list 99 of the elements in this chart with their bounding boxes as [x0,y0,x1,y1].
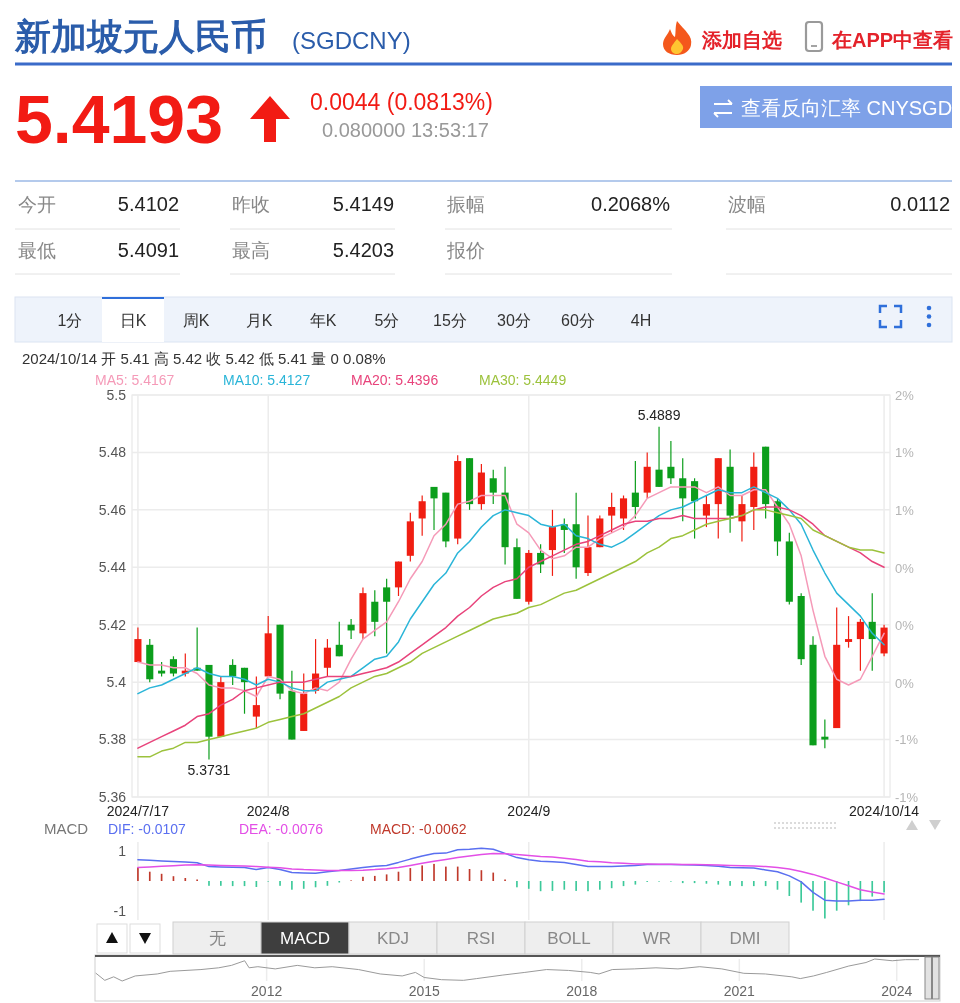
text: 今开 [18,194,56,215]
text: DMI [729,929,761,948]
text: KDJ [376,929,410,948]
text: MA10: 5.4127 [223,372,311,388]
text: 最低 [18,240,56,261]
text: 报价 [446,240,485,261]
text: MACD [279,929,331,948]
candlestick [252,675,260,729]
candlestick [383,578,391,655]
text: 0.080000 13:53:17 [322,119,489,141]
text: MACD: -0.0062 [370,821,467,837]
y-tick-label: 5.46 [98,501,127,518]
chart-subtitle: 2024/10/14 开 5.41 高 5.42 收 5.42 低 5.41 量 0 0.08% [22,350,386,367]
text: 最高 [232,240,270,261]
candlestick [548,509,557,577]
text: 昨收 [232,194,270,215]
text: BOLL [547,929,591,948]
candlestick [738,494,746,543]
candlestick [430,486,438,531]
text: 0.0112 [890,193,950,215]
text: 4H [630,312,652,329]
text: 5.4091 [117,239,179,261]
y-tick-label: 5.36 [98,788,127,805]
y2-tick-label: 2% [895,387,915,403]
text: 0.0044 (0.0813%) [310,89,493,115]
y-tick-label: 5.4 [106,674,127,691]
y2-tick-label: 0% [895,675,915,691]
text: 波幅 [728,194,766,215]
text: 5.4102 [117,193,179,215]
x-tick-label: 2015 [408,983,440,999]
text: 5.4203 [332,239,394,261]
y-tick-label: 5.38 [98,731,127,748]
text: (SGDCNY) [292,27,411,54]
x-tick-label: 2024 [881,983,913,999]
candlestick [489,469,497,505]
text: RSI [466,929,496,948]
text: WR [642,929,672,948]
candlestick [371,589,379,637]
x-tick-label: 2024/9 [507,803,551,819]
text: 15分 [433,312,467,329]
text: 周K [182,312,210,329]
x-tick-label: 2024/10/14 [849,803,920,819]
text: DEA: -0.0076 [239,821,324,837]
candlestick [821,718,829,749]
x-tick-label: 2024/8 [246,803,290,819]
y2-tick-label: 0% [895,618,915,634]
text: 添加自选 [701,29,782,51]
text: 1分 [57,312,83,329]
y-tick-label: 5.42 [98,616,127,633]
text: 在APP中查看 [831,29,954,51]
y-tick-label: 5.48 [98,444,127,461]
text: MA20: 5.4396 [351,372,439,388]
x-tick-label: 2018 [566,983,598,999]
candlestick [655,426,663,488]
y2-tick-label: 1% [895,445,915,461]
candlestick [134,626,142,663]
candlestick [631,460,639,520]
x-tick-label: 2021 [723,983,756,999]
text: 0.2068% [591,193,671,215]
text: MA30: 5.4449 [479,372,567,388]
y-tick-label: -1 [113,902,127,919]
candlestick [335,621,343,657]
candlestick [702,494,710,528]
candlestick [323,638,331,677]
text: 30分 [497,312,531,329]
candlestick [229,658,237,686]
text: 60分 [561,312,595,329]
y2-tick-label: -1% [895,789,919,805]
x-tick-label: 2024/7/17 [106,803,170,819]
text: 无 [208,929,226,948]
line-series [137,847,885,902]
candlestick [856,618,864,672]
text: 5.4149 [332,193,394,215]
x-tick-label: 2012 [251,983,283,999]
text: MA5: 5.4167 [95,372,175,388]
y2-tick-label: 1% [895,502,915,518]
candlestick [619,494,628,531]
annotation: 5.4889 [637,406,681,423]
text: 日K [119,312,147,329]
candlestick [608,492,616,534]
text: 5分 [374,312,400,329]
text: 查看反向汇率 CNYSGD [741,97,953,119]
text: 新加坡元人民币 [14,16,267,57]
chart-title: MACD [44,820,89,837]
line-series [137,852,885,895]
candlestick [844,615,853,649]
candlestick [418,494,426,537]
annotation: 5.3731 [187,762,231,779]
series-label: DIF: -0.0107 [108,821,187,837]
y-tick-label: 5.5 [106,386,127,403]
text: 振幅 [447,194,485,215]
text: 年K [309,312,337,329]
text: 5.4193 [15,81,223,157]
y2-tick-label: 0% [895,560,915,576]
y2-tick-label: -1% [895,731,919,747]
text: 月K [245,312,273,329]
y-tick-label: 5.44 [98,559,127,576]
candlestick [667,440,675,485]
y-tick-label: 1 [118,842,127,859]
